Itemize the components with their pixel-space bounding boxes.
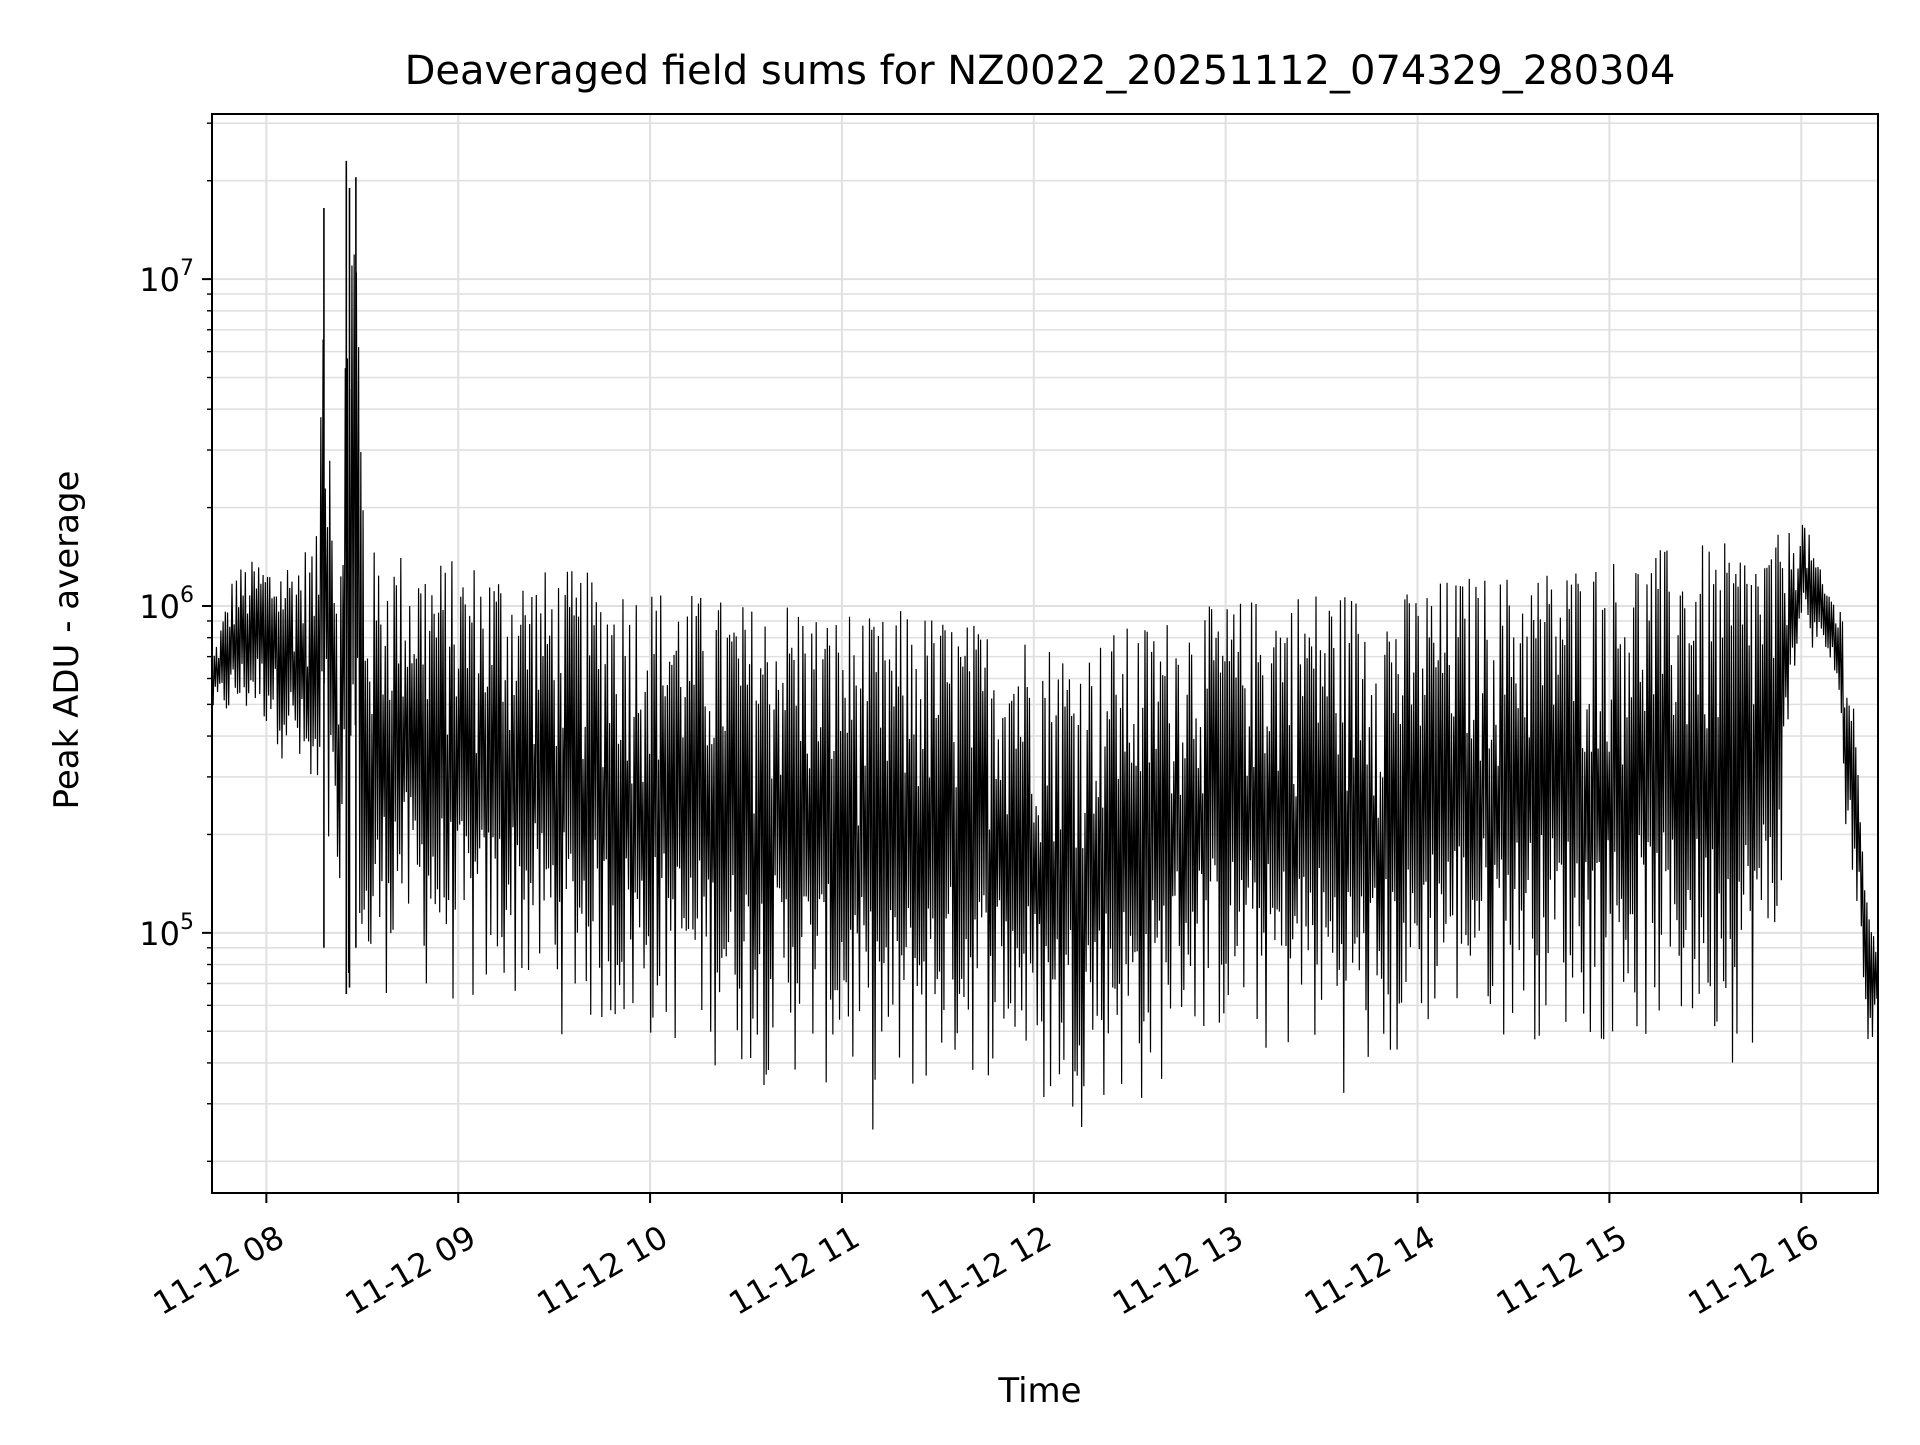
y-axis: 105 106 107 — [139, 122, 212, 1163]
data-line — [211, 254, 1879, 1130]
y-tick-label: 106 — [139, 583, 194, 626]
y-tick-label: 105 — [139, 910, 194, 953]
y-tick-label: 107 — [139, 256, 194, 299]
y-axis-label: Peak ADU - average — [47, 471, 87, 810]
chart-title: Deaveraged field sums for NZ0022_2025111… — [405, 48, 1676, 94]
plot-frame — [211, 113, 1879, 1194]
series-line — [211, 160, 1879, 1130]
x-axis-label: Time — [997, 1371, 1081, 1411]
